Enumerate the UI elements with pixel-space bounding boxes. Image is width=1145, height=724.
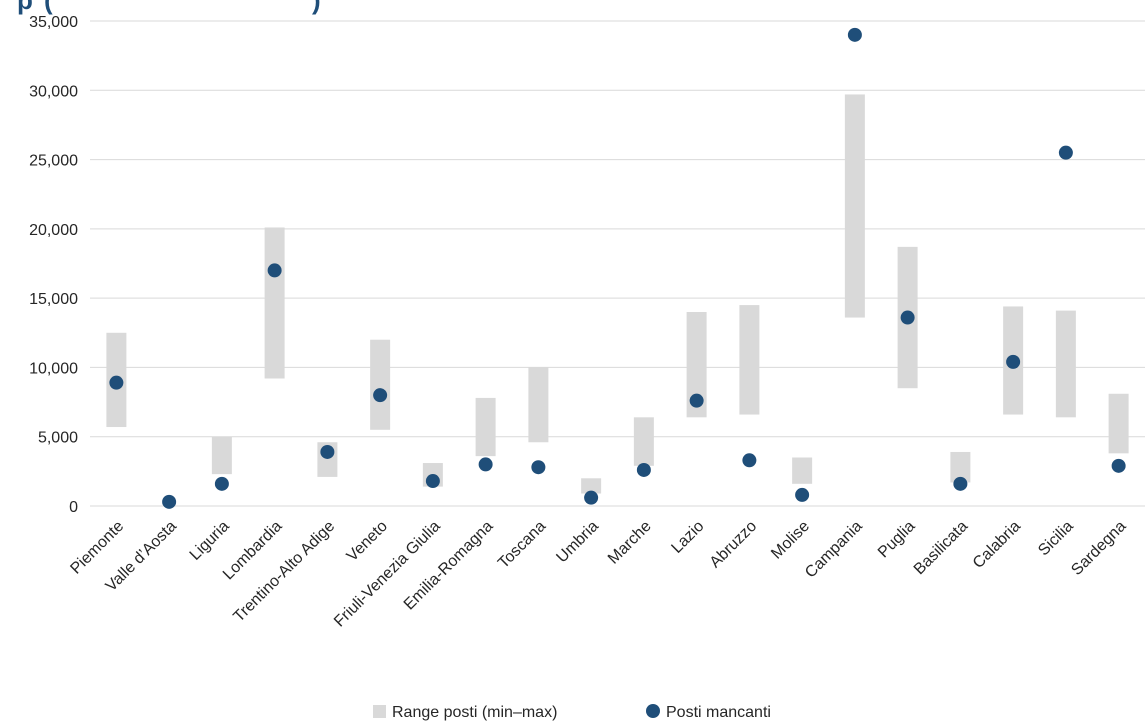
range-bar (844, 94, 865, 318)
range-bar (1055, 310, 1076, 418)
x-tick-label: Calabria (970, 518, 1024, 572)
data-point (900, 310, 915, 325)
title-fragment-p: p (17, 0, 33, 15)
y-tick-label: 15,000 (29, 291, 78, 308)
range-bar (633, 417, 654, 466)
title-fragment-open-paren: ( (44, 0, 53, 15)
range-bar (528, 367, 549, 443)
legend-range-label: Range posti (min–max) (392, 704, 557, 721)
x-tick-label: Sicilia (1035, 518, 1077, 560)
y-axis-ticks: 0 5,000 10,000 15,000 20,000 25,000 30,000 35,0… (29, 14, 78, 516)
data-point (373, 388, 388, 403)
data-point (689, 393, 704, 408)
range-bars (106, 94, 1129, 494)
x-tick-label: Veneto (344, 518, 391, 565)
legend: Range posti (min–max) Posti mancanti (373, 704, 771, 721)
range-bar (264, 227, 285, 379)
legend-point-swatch (646, 704, 660, 718)
range-bar (686, 312, 707, 418)
y-tick-label: 0 (69, 499, 78, 516)
x-tick-label: Campania (802, 518, 866, 582)
data-point (953, 476, 968, 491)
data-points (109, 27, 1126, 509)
x-tick-label: Toscana (495, 518, 549, 572)
y-tick-label: 20,000 (29, 222, 78, 239)
range-bar (792, 457, 813, 484)
y-tick-label: 35,000 (29, 14, 78, 31)
data-point (320, 444, 335, 459)
y-tick-label: 10,000 (29, 360, 78, 377)
data-point (267, 263, 282, 278)
x-tick-label: Umbria (553, 518, 602, 567)
legend-point-label: Posti mancanti (666, 704, 771, 721)
y-tick-label: 25,000 (29, 153, 78, 170)
x-tick-label: Molise (768, 518, 813, 563)
data-point (636, 462, 651, 477)
x-tick-label: Abruzzo (707, 518, 761, 572)
data-point (847, 27, 862, 42)
data-point (425, 474, 440, 489)
legend-range-swatch (373, 705, 386, 718)
data-point (478, 457, 493, 472)
x-tick-label: Marche (605, 518, 655, 568)
x-tick-label: Lazio (668, 518, 707, 557)
x-tick-label: Trentino-Alto Adige (230, 518, 338, 626)
data-point (795, 487, 810, 502)
y-tick-label: 30,000 (29, 83, 78, 100)
x-tick-label: Liguria (187, 518, 233, 564)
data-point (1006, 354, 1021, 369)
data-point (742, 453, 757, 468)
range-bar (370, 339, 391, 430)
range-bar (1108, 393, 1129, 454)
x-tick-label: Emilia-Romagna (401, 518, 497, 614)
x-tick-label: Basilicata (911, 518, 972, 579)
data-point (1058, 145, 1073, 160)
data-point (214, 476, 229, 491)
range-bar (739, 305, 760, 415)
y-tick-label: 5,000 (38, 430, 78, 447)
range-bar (211, 436, 232, 475)
title-fragment-close-paren: ) (312, 0, 321, 15)
data-point (584, 490, 599, 505)
title-fragment: p ( ) (17, 0, 321, 15)
x-tick-label: Puglia (875, 518, 919, 562)
gridlines (90, 20, 1145, 507)
data-point (162, 494, 177, 509)
range-bar (950, 451, 971, 483)
data-point (531, 460, 546, 475)
range-bar (581, 478, 602, 494)
range-bar (475, 397, 496, 457)
x-tick-label: Sardegna (1068, 518, 1129, 579)
data-point (109, 375, 124, 390)
data-point (1111, 458, 1126, 473)
